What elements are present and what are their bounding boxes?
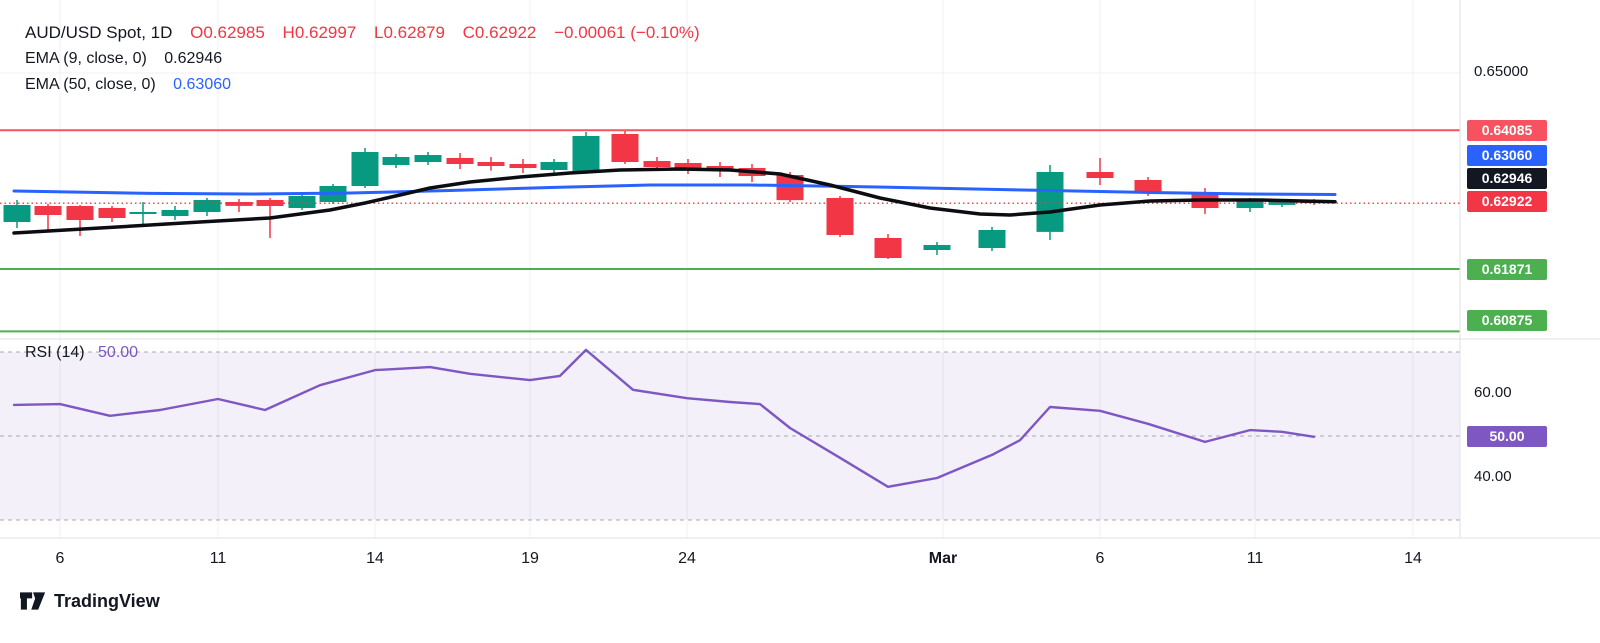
price-badge: 0.62922 bbox=[1467, 190, 1547, 212]
axis-label: 40.00 bbox=[1474, 468, 1512, 485]
levels-layer bbox=[0, 129, 1460, 333]
time-axis[interactable]: 6 11 14 19 24 Mar 6 11 14 bbox=[0, 538, 1600, 584]
ema9-row[interactable]: EMA (9, close, 0) 0.62946 bbox=[25, 46, 700, 72]
time-axis-label: 14 bbox=[1404, 550, 1422, 567]
ohlc-open: O0.62985 bbox=[190, 23, 265, 42]
separators bbox=[0, 0, 1600, 539]
tradingview-logo-text: TradingView bbox=[54, 590, 160, 611]
time-axis-label: 14 bbox=[366, 550, 384, 567]
symbol-title[interactable]: AUD/USD Spot, 1D bbox=[25, 23, 173, 42]
time-axis-label: 11 bbox=[1246, 550, 1264, 567]
price-badge: 0.64085 bbox=[1467, 119, 1547, 141]
rsi-line-layer bbox=[12, 348, 1316, 488]
ohlc-high: H0.62997 bbox=[282, 23, 357, 42]
axis-label: 0.65000 bbox=[1474, 63, 1529, 80]
axis-label: 60.00 bbox=[1474, 384, 1512, 401]
ohlc-close: C0.62922 bbox=[462, 23, 537, 42]
rsi-indicator-row[interactable]: RSI (14) 50.00 bbox=[25, 344, 138, 362]
time-axis-label: 11 bbox=[209, 550, 227, 567]
ema9-label: EMA (9, close, 0) bbox=[25, 50, 147, 67]
ema50-label: EMA (50, close, 0) bbox=[25, 76, 156, 93]
rsi-value: 50.00 bbox=[98, 344, 139, 361]
price-badge: 0.63060 bbox=[1467, 144, 1547, 166]
time-axis-label: 6 bbox=[1095, 550, 1105, 567]
price-badge: 0.62946 bbox=[1467, 167, 1547, 189]
ohlc-change: −0.00061 (−0.10%) bbox=[554, 23, 700, 42]
time-axis-label: 19 bbox=[521, 550, 539, 567]
price-badge: 50.00 bbox=[1467, 425, 1547, 447]
time-axis-label: Mar bbox=[928, 550, 958, 567]
time-axis-label: 24 bbox=[678, 550, 696, 567]
ema50-row[interactable]: EMA (50, close, 0) 0.63060 bbox=[25, 72, 700, 98]
ema50-value: 0.63060 bbox=[173, 76, 232, 93]
rsi-band bbox=[0, 351, 1460, 521]
ema-layer bbox=[12, 167, 1337, 235]
legend: AUD/USD Spot, 1D O0.62985 H0.62997 L0.62… bbox=[25, 20, 700, 98]
rsi-label: RSI (14) bbox=[25, 344, 85, 361]
time-axis-label: 6 bbox=[55, 550, 65, 567]
price-badge: 0.61871 bbox=[1467, 258, 1547, 280]
tradingview-logo-icon bbox=[20, 592, 46, 610]
price-axis[interactable]: 0.65000 60.00 40.00 0.64085 0.63060 0.62946 0.… bbox=[1460, 0, 1600, 538]
symbol-row[interactable]: AUD/USD Spot, 1D O0.62985 H0.62997 L0.62… bbox=[25, 20, 700, 46]
ohlc-low: L0.62879 bbox=[374, 23, 445, 42]
ema9-value: 0.62946 bbox=[164, 50, 223, 67]
price-badge: 0.60875 bbox=[1467, 309, 1547, 331]
tradingview-branding[interactable]: TradingView bbox=[20, 589, 160, 613]
candles-layer bbox=[3, 131, 1328, 259]
